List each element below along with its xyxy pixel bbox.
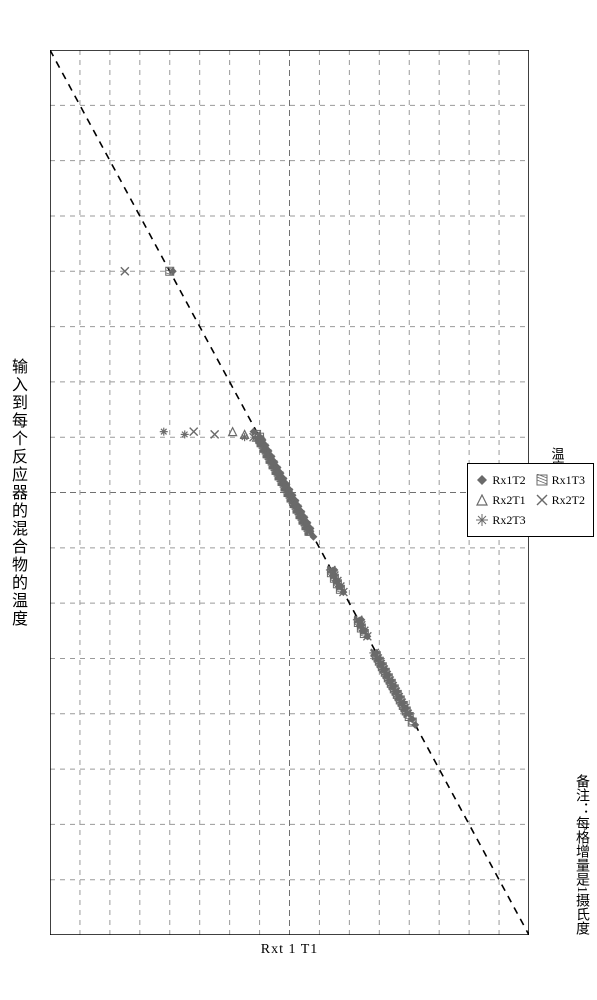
chart-title-text: 输入到每个反应器的混合物的温度 [5,358,29,628]
chart-note-text: 备注：每格增量是1摄氏度 [571,774,591,935]
chart-note: 备注：每格增量是1摄氏度 [571,50,591,935]
x-axis-label: Rxt 1 T1 [50,942,529,958]
scatter-svg [50,50,529,935]
y-axis-label: 温度（摄氏度） [548,50,566,935]
y-axis-label-text: 温度（摄氏度） [548,447,567,538]
chart-title: 输入到每个反应器的混合物的温度 [6,50,28,935]
plot-area [50,50,529,935]
x-axis-label-text: Rxt 1 T1 [261,942,319,957]
